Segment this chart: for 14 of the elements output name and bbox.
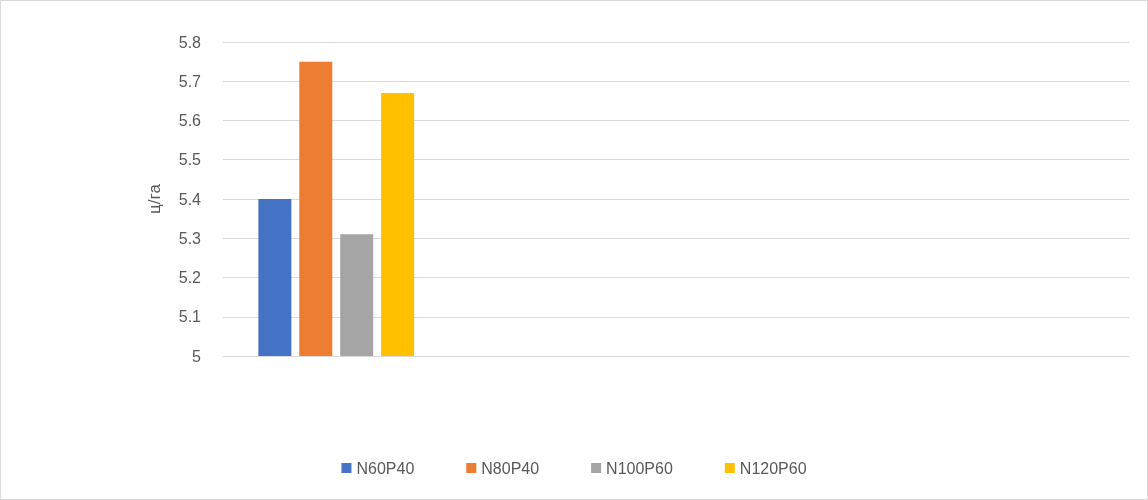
y-tick-label: 5.6 [178, 112, 202, 129]
y-tick-label: 5.8 [178, 33, 202, 51]
y-tick-label: 5.2 [178, 269, 202, 286]
y-tick-label: 5.7 [178, 72, 202, 90]
legend-label: N80P40 [481, 459, 540, 477]
y-tick-label: 5.5 [178, 151, 202, 169]
legend-label: N120P60 [739, 459, 807, 477]
y-tick-label: 5.1 [178, 308, 202, 326]
y-tick-label: 5 [192, 347, 202, 365]
legend-label: N100P60 [606, 459, 673, 477]
y-tick-label: 5.4 [178, 190, 202, 208]
y-tick-label: 5.3 [178, 229, 202, 247]
y-axis-title: ц/га [145, 183, 164, 214]
legend-label: N60P40 [356, 459, 415, 477]
